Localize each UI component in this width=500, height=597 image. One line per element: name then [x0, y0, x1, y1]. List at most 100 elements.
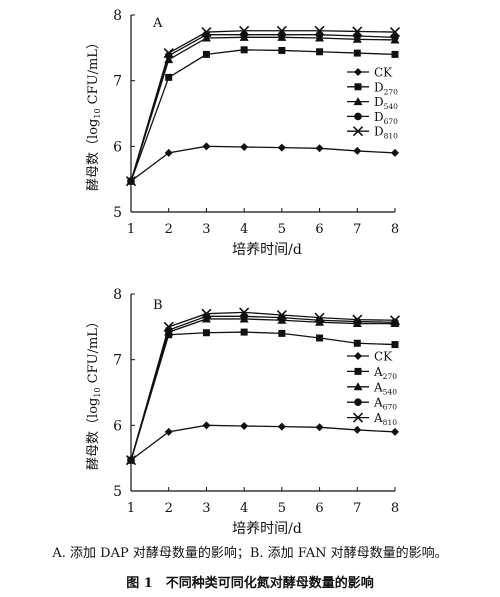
legend-marker: [354, 352, 362, 360]
legend-marker: [354, 398, 362, 407]
figure-title: 图 1 不同种类可同化氮对酵母数量的影响: [126, 576, 374, 591]
data-point-A810: [352, 314, 363, 325]
series-line-D540: [130, 36, 396, 182]
legend-label: A270: [373, 365, 397, 381]
legend-marker: [353, 382, 363, 391]
x-tick-label: 2: [165, 222, 173, 237]
legend-marker: [354, 112, 362, 121]
data-point-D270: [353, 49, 361, 57]
data-point-CK: [353, 146, 362, 155]
series-line-CK: [130, 424, 396, 461]
y-tick-label: 8: [113, 8, 122, 24]
data-point-CK: [202, 421, 211, 430]
data-point-CK: [202, 142, 211, 151]
data-point-A270: [278, 329, 286, 337]
data-point-CK: [240, 421, 249, 430]
legend-marker: [354, 83, 362, 91]
x-tick-label: 3: [202, 501, 210, 516]
data-point-D270: [278, 46, 286, 54]
x-tick-label: 8: [391, 222, 399, 237]
data-point-D810: [276, 25, 287, 36]
y-tick-label: 5: [113, 484, 122, 500]
x-axis-label: 培养时间/d: [232, 242, 302, 258]
x-tick-label: 5: [278, 222, 286, 237]
data-point-A810: [389, 315, 401, 326]
data-point-D810: [389, 27, 401, 38]
data-point-A270: [353, 339, 361, 347]
series-line-D670: [130, 34, 396, 182]
data-point-A810: [276, 309, 287, 321]
data-point-D810: [239, 25, 250, 36]
data-point-A670: [240, 312, 248, 321]
legend-label: CK: [374, 66, 393, 80]
data-point-A270: [202, 329, 210, 337]
data-point-A810: [239, 307, 250, 318]
data-point-A270: [316, 334, 324, 342]
series-line-D270: [130, 49, 396, 182]
data-point-D270: [391, 50, 399, 58]
data-point-D810: [314, 25, 325, 36]
data-point-A810: [163, 321, 174, 332]
data-point-D810: [125, 176, 137, 187]
legend-marker: [354, 68, 362, 76]
data-point-CK: [164, 427, 173, 436]
legend-label: D270: [374, 80, 398, 96]
x-tick-label: 3: [202, 222, 210, 237]
x-tick-label: 1: [127, 222, 135, 237]
series-line-A270: [130, 331, 396, 461]
y-tick-label: 7: [113, 74, 122, 90]
y-axis-label: 酵母数（log10 CFU/mL）: [86, 36, 102, 191]
x-tick-label: 4: [240, 222, 248, 237]
data-point-A810: [125, 455, 137, 466]
data-point-CK: [353, 425, 362, 434]
x-tick-label: 5: [278, 501, 286, 516]
x-tick-label: 6: [315, 501, 323, 516]
legend-marker: [354, 367, 362, 375]
data-point-D810: [163, 48, 174, 59]
series-line-CK: [130, 145, 396, 182]
series-line-A810: [130, 311, 396, 461]
x-axis-label: 培养时间/d: [232, 521, 302, 537]
data-point-CK: [277, 143, 286, 152]
legend-label: A810: [373, 411, 397, 427]
y-axis-label: 酵母数（log10 CFU/mL）: [86, 315, 102, 470]
chart-panel-a: 1 2 3 4 5 6 7 8 5 6 7 8 培养时间/d 酵母数（log10 CFU/mL） A CKD2…: [86, 8, 401, 258]
data-point-D810: [201, 27, 212, 38]
legend-label: D670: [374, 110, 398, 126]
legend-marker: [352, 126, 364, 137]
data-point-D270: [240, 46, 248, 54]
data-point-CK: [315, 144, 324, 153]
data-point-CK: [391, 148, 399, 157]
x-tick-label: 7: [353, 222, 361, 237]
y-tick-label: 7: [113, 353, 122, 369]
series-line-A540: [130, 318, 395, 461]
data-point-CK: [240, 142, 249, 151]
figure-note: A. 添加 DAP 对酵母数量的影响；B. 添加 FAN 对酵母数量的影响。: [52, 546, 448, 561]
data-point-D270: [202, 50, 210, 58]
x-tick-label: 7: [353, 501, 361, 516]
data-point-D810: [352, 26, 363, 37]
legend-label: A670: [373, 396, 397, 412]
y-tick-label: 8: [113, 287, 122, 303]
series-line-D810: [130, 30, 396, 182]
chart-panel-b: 1 2 3 4 5 6 7 8 5 6 7 8 培养时间/d 酵母数（log10 CFU/mL） B CKA2…: [86, 287, 401, 537]
data-point-A810: [314, 312, 325, 323]
legend-marker: [352, 412, 364, 423]
data-point-D670: [391, 33, 399, 42]
y-tick-label: 5: [113, 205, 122, 221]
x-tick-label: 1: [127, 501, 135, 516]
legend-label: CK: [374, 350, 393, 364]
data-point-CK: [391, 427, 399, 436]
legend-label: D810: [374, 125, 398, 141]
data-point-D670: [278, 30, 286, 39]
data-point-A270: [391, 341, 399, 349]
data-point-CK: [164, 148, 173, 157]
data-point-D670: [240, 30, 248, 39]
legend-label: A540: [373, 380, 397, 396]
data-point-A270: [240, 328, 248, 336]
data-point-D270: [165, 73, 173, 81]
y-tick-label: 6: [113, 139, 122, 155]
legend-marker: [353, 97, 363, 106]
data-point-CK: [315, 423, 324, 432]
